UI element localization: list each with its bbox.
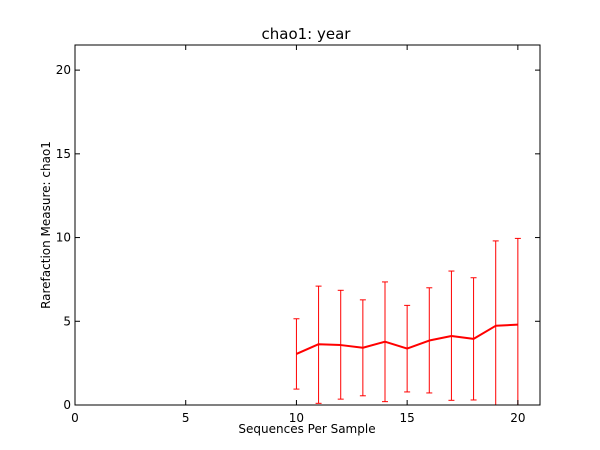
- error-bar-0-10: [514, 237, 521, 406]
- plot-area: [293, 237, 521, 406]
- y-tick-label-2: 10: [56, 231, 71, 245]
- x-tick-label-0: 0: [71, 411, 79, 425]
- y-tick-label-1: 5: [63, 314, 71, 328]
- y-tick-label-4: 20: [56, 63, 71, 77]
- y-tick-label-0: 0: [63, 398, 71, 412]
- y-axis-label: Rarefaction Measure: chao1: [39, 141, 53, 309]
- error-bar-0-9: [492, 240, 499, 406]
- x-tick-label-2: 10: [289, 411, 304, 425]
- x-tick-label-4: 20: [510, 411, 525, 425]
- x-tick-label-1: 5: [182, 411, 190, 425]
- chart-title: chao1: year: [262, 25, 352, 43]
- series-line-0: [296, 323, 518, 355]
- x-axis-label: Sequences Per Sample: [238, 422, 375, 436]
- y-tick-label-3: 15: [56, 147, 71, 161]
- axes-frame: [74, 44, 541, 406]
- x-tick-label-3: 15: [400, 411, 415, 425]
